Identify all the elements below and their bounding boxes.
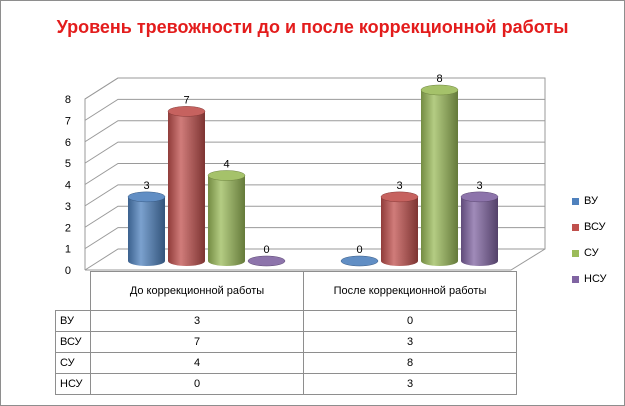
gridline bbox=[84, 120, 545, 143]
legend: ВУ ВСУ СУ НСУ bbox=[572, 188, 622, 292]
bar-ВСУ-1 bbox=[380, 191, 419, 266]
legend-item: НСУ bbox=[572, 266, 622, 292]
table-cell: 3 bbox=[303, 373, 517, 395]
data-table: До коррекционной работы После коррекционн… bbox=[55, 271, 517, 395]
table-cell: 0 bbox=[303, 310, 517, 332]
gridline bbox=[84, 141, 545, 164]
legend-swatch bbox=[572, 223, 579, 231]
bar-body bbox=[168, 111, 205, 266]
legend-swatch bbox=[572, 249, 579, 257]
table-cell: 7 bbox=[90, 331, 304, 353]
gridline bbox=[84, 77, 545, 100]
bar-top bbox=[207, 170, 246, 181]
bar-ВСУ-0 bbox=[167, 106, 206, 266]
table-row-header: СУ bbox=[55, 352, 91, 374]
legend-label: СУ bbox=[584, 247, 599, 259]
bar-body bbox=[128, 196, 165, 266]
bars bbox=[127, 84, 499, 267]
table-row: НСУ 0 3 bbox=[55, 373, 517, 395]
bar-СУ-0 bbox=[207, 170, 246, 266]
data-labels: 3 7 4 0 0 3 8 3 bbox=[143, 73, 482, 256]
data-label: 4 bbox=[223, 159, 229, 171]
table-cell: 3 bbox=[303, 331, 517, 353]
bar-body bbox=[461, 196, 498, 266]
table-column-header: После коррекционной работы bbox=[303, 271, 517, 311]
gridline bbox=[84, 163, 545, 185]
table-cell: 3 bbox=[90, 310, 304, 332]
table-row-header: ВУ bbox=[55, 310, 91, 332]
bar-СУ-1 bbox=[420, 84, 459, 266]
y-tick-label: 3 bbox=[65, 201, 71, 213]
data-label: 0 bbox=[356, 244, 362, 256]
data-label: 0 bbox=[263, 244, 269, 256]
table-row-header: НСУ bbox=[55, 373, 91, 395]
table-cell: 8 bbox=[303, 352, 517, 374]
table-row: ВСУ 7 3 bbox=[55, 331, 517, 353]
data-label: 7 bbox=[183, 94, 189, 106]
bar-top bbox=[127, 191, 166, 203]
data-label: 3 bbox=[143, 180, 149, 192]
table-cell: 4 bbox=[90, 352, 304, 374]
bar-top bbox=[420, 84, 459, 96]
bar-top bbox=[460, 191, 499, 203]
data-label: 3 bbox=[476, 180, 482, 192]
chart-title: Уровень тревожности до и после коррекцио… bbox=[56, 17, 569, 37]
data-label: 8 bbox=[436, 73, 442, 85]
bar-body bbox=[421, 90, 458, 266]
data-label: 3 bbox=[396, 180, 402, 192]
y-tick-label: 6 bbox=[65, 137, 71, 149]
bar-top bbox=[247, 255, 286, 267]
table-row-header: ВСУ bbox=[55, 331, 91, 353]
legend-swatch bbox=[572, 197, 579, 205]
bar-НСУ-0 bbox=[247, 255, 286, 267]
y-tick-label: 2 bbox=[65, 222, 71, 234]
table-row: ВУ 3 0 bbox=[55, 310, 517, 332]
legend-label: ВСУ bbox=[584, 221, 606, 233]
legend-item: СУ bbox=[572, 240, 622, 266]
y-tick-label: 1 bbox=[65, 244, 71, 256]
y-axis-ticks: 0 1 2 3 4 5 6 7 8 bbox=[65, 94, 71, 277]
bar-ВУ-1 bbox=[340, 255, 379, 267]
legend-label: ВУ bbox=[584, 195, 598, 207]
y-tick-label: 4 bbox=[65, 180, 71, 192]
table-cell: 0 bbox=[90, 373, 304, 395]
y-tick-label: 7 bbox=[65, 115, 71, 127]
y-tick-label: 8 bbox=[65, 94, 71, 106]
table-row: СУ 4 8 bbox=[55, 352, 517, 374]
bar-top bbox=[380, 191, 419, 203]
bar-ВУ-0 bbox=[127, 191, 166, 266]
legend-item: ВУ bbox=[572, 188, 622, 214]
table-column-header: До коррекционной работы bbox=[90, 271, 304, 311]
bar-body bbox=[381, 196, 418, 266]
bar-top bbox=[340, 255, 379, 267]
bar-НСУ-1 bbox=[460, 191, 499, 266]
y-tick-label: 5 bbox=[65, 158, 71, 170]
bar-body bbox=[208, 175, 245, 266]
bar-top bbox=[167, 106, 206, 117]
gridline bbox=[84, 184, 545, 207]
legend-item: ВСУ bbox=[572, 214, 622, 240]
legend-swatch bbox=[572, 275, 579, 283]
gridline bbox=[84, 98, 545, 121]
y-tick-label: 0 bbox=[65, 265, 71, 277]
legend-label: НСУ bbox=[584, 273, 607, 285]
